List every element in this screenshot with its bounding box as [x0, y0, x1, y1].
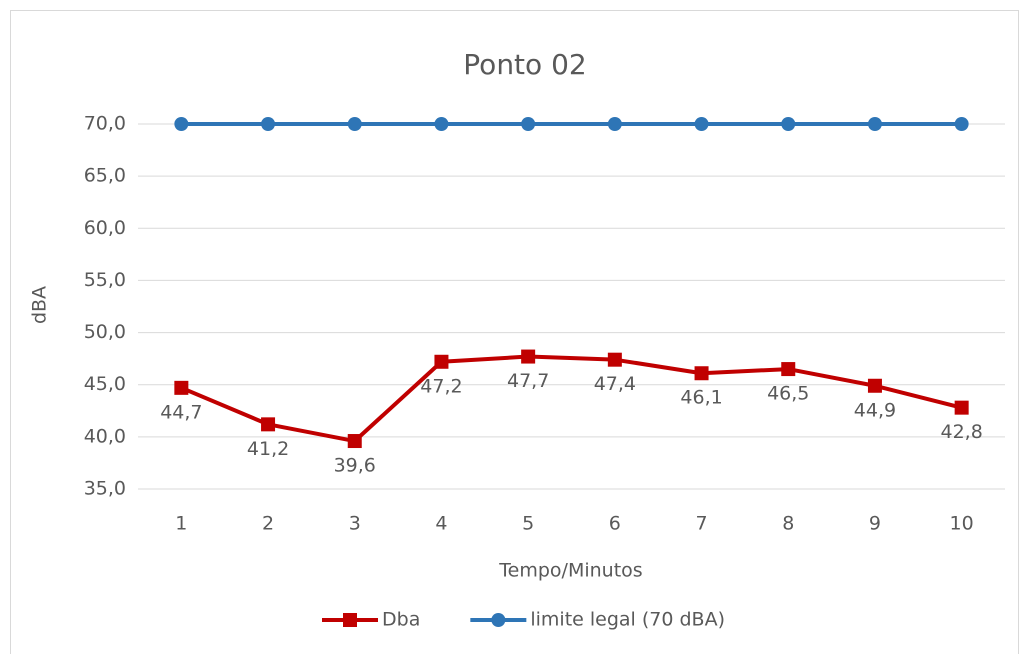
data-label: 39,6 — [334, 455, 376, 477]
x-tick-label: 6 — [609, 513, 621, 535]
data-point — [867, 378, 882, 393]
data-point — [434, 117, 449, 131]
y-tick-label: 50,0 — [84, 321, 126, 343]
data-label: 47,2 — [420, 375, 462, 397]
data-point — [607, 117, 622, 131]
data-point — [174, 380, 189, 395]
y-tick-label: 65,0 — [84, 165, 126, 187]
x-tick-label: 3 — [349, 513, 361, 535]
data-label: 46,5 — [767, 383, 809, 405]
y-tick-label: 40,0 — [84, 425, 126, 447]
x-tick-label: 8 — [782, 513, 794, 535]
y-tick-label: 70,0 — [84, 113, 126, 135]
series-line — [180, 354, 963, 444]
data-point — [521, 117, 536, 131]
data-point — [261, 417, 276, 432]
data-label: 41,2 — [247, 438, 289, 460]
data-point — [781, 362, 796, 377]
data-label: 46,1 — [680, 387, 722, 409]
data-point — [954, 117, 969, 131]
y-tick-label: 35,0 — [84, 478, 126, 500]
x-tick-label: 4 — [435, 513, 447, 535]
legend-marker — [343, 613, 357, 627]
data-point — [867, 117, 882, 131]
data-label: 47,4 — [594, 373, 636, 395]
data-point — [954, 400, 969, 415]
data-point — [261, 117, 276, 131]
x-tick-label: 5 — [522, 513, 534, 535]
data-point — [781, 117, 796, 131]
data-label: 47,7 — [507, 370, 549, 392]
legend-label: Dba — [382, 609, 420, 631]
data-point — [694, 366, 709, 381]
data-point — [521, 349, 536, 364]
data-point — [347, 434, 362, 449]
y-tick-label: 60,0 — [84, 217, 126, 239]
data-point — [694, 117, 709, 131]
y-tick-label: 55,0 — [84, 269, 126, 291]
x-tick-label: 7 — [696, 513, 708, 535]
data-point — [174, 117, 189, 131]
y-tick-label: 45,0 — [84, 373, 126, 395]
x-tick-label: 2 — [262, 513, 274, 535]
x-tick-label: 9 — [869, 513, 881, 535]
y-axis-label: dBA — [29, 286, 51, 324]
data-point — [607, 352, 622, 367]
chart-title: Ponto 02 — [463, 48, 586, 81]
legend-label: limite legal (70 dBA) — [530, 609, 725, 631]
data-label: 42,8 — [940, 421, 982, 443]
x-tick-label: 10 — [950, 513, 974, 535]
data-label: 44,9 — [854, 399, 896, 421]
x-axis-label: Tempo/Minutos — [498, 560, 642, 582]
data-label: 44,7 — [160, 401, 202, 423]
data-point — [434, 354, 449, 369]
x-tick-label: 1 — [175, 513, 187, 535]
data-point — [347, 117, 362, 131]
legend-marker — [491, 613, 506, 627]
